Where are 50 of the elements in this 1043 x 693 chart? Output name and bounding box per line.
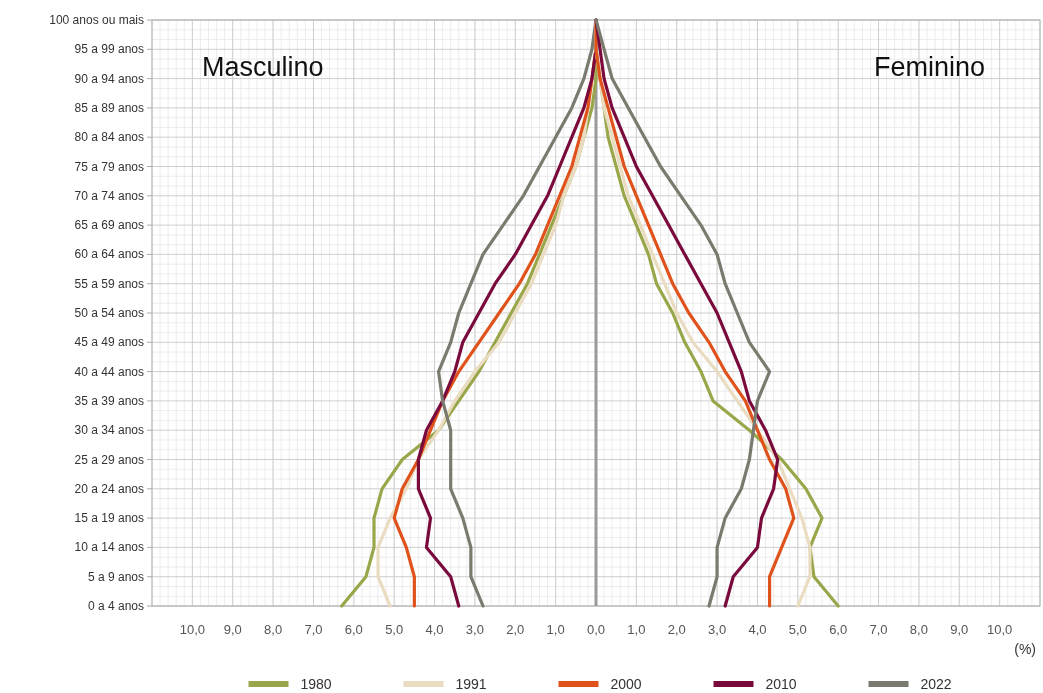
y-tick-label: 100 anos ou mais [49,13,144,27]
y-tick-label: 15 a 19 anos [74,511,144,526]
y-tick-label: 50 a 54 anos [74,306,144,320]
y-tick-label: 35 a 39 anos [74,393,144,408]
y-tick-label: 30 a 34 anos [74,423,144,438]
x-tick-label: 4,0 [748,622,767,637]
y-tick-label: 95 a 99 anos [74,42,144,57]
x-tick-label: 8,0 [264,622,283,637]
x-tick-label: 5,0 [385,622,404,637]
x-tick-label: 0,0 [586,622,606,637]
x-tick-label: 5,0 [788,622,807,637]
y-tick-label: 60 a 64 anos [74,247,144,262]
y-tick-label: 85 a 89 anos [74,100,144,115]
legend-label: 1991 [455,676,487,692]
y-tick-label: 55 a 59 anos [74,276,144,291]
y-tick-label: 0 a 4 anos [87,599,144,613]
x-tick-label: 2,0 [667,622,686,637]
x-tick-label: 6,0 [344,622,363,637]
annotation: Masculino [202,52,324,82]
y-tick-label: 20 a 24 anos [74,481,144,496]
x-tick-label: 4,0 [425,622,444,637]
annotation: Feminino [873,52,985,82]
x-tick-label: 10,0 [179,622,206,637]
y-tick-label: 25 a 29 anos [74,452,144,467]
x-tick-label: 9,0 [223,622,242,637]
legend-label: 2000 [610,676,642,692]
y-tick-label: 70 a 74 anos [74,188,144,203]
y-tick-label: 40 a 44 anos [74,364,144,379]
x-tick-label: 2,0 [506,622,525,637]
x-tick-label: 7,0 [869,622,888,637]
y-tick-label: 5 a 9 anos [87,569,144,584]
y-tick-label: 80 a 84 anos [74,130,144,145]
y-tick-label: 10 a 14 anos [74,540,144,555]
y-tick-label: 90 a 94 anos [74,71,144,86]
legend-label: 1980 [300,676,332,692]
x-tick-label: 1,0 [627,622,646,637]
legend-label: 2022 [920,676,952,692]
x-tick-label: 7,0 [304,622,323,637]
x-tick-label: 10,0 [986,622,1013,637]
x-tick-label: 6,0 [829,622,848,637]
x-tick-label: 3,0 [465,622,484,637]
y-tick-label: 45 a 49 anos [74,335,144,350]
x-axis-title: (%) [1014,641,1036,657]
x-tick-label: 1,0 [546,622,565,637]
x-tick-label: 8,0 [909,622,928,637]
x-tick-label: 9,0 [950,622,969,637]
y-tick-label: 65 a 69 anos [74,218,144,233]
x-tick-label: 3,0 [708,622,727,637]
legend-label: 2010 [765,676,797,692]
y-tick-label: 75 a 79 anos [74,159,144,174]
